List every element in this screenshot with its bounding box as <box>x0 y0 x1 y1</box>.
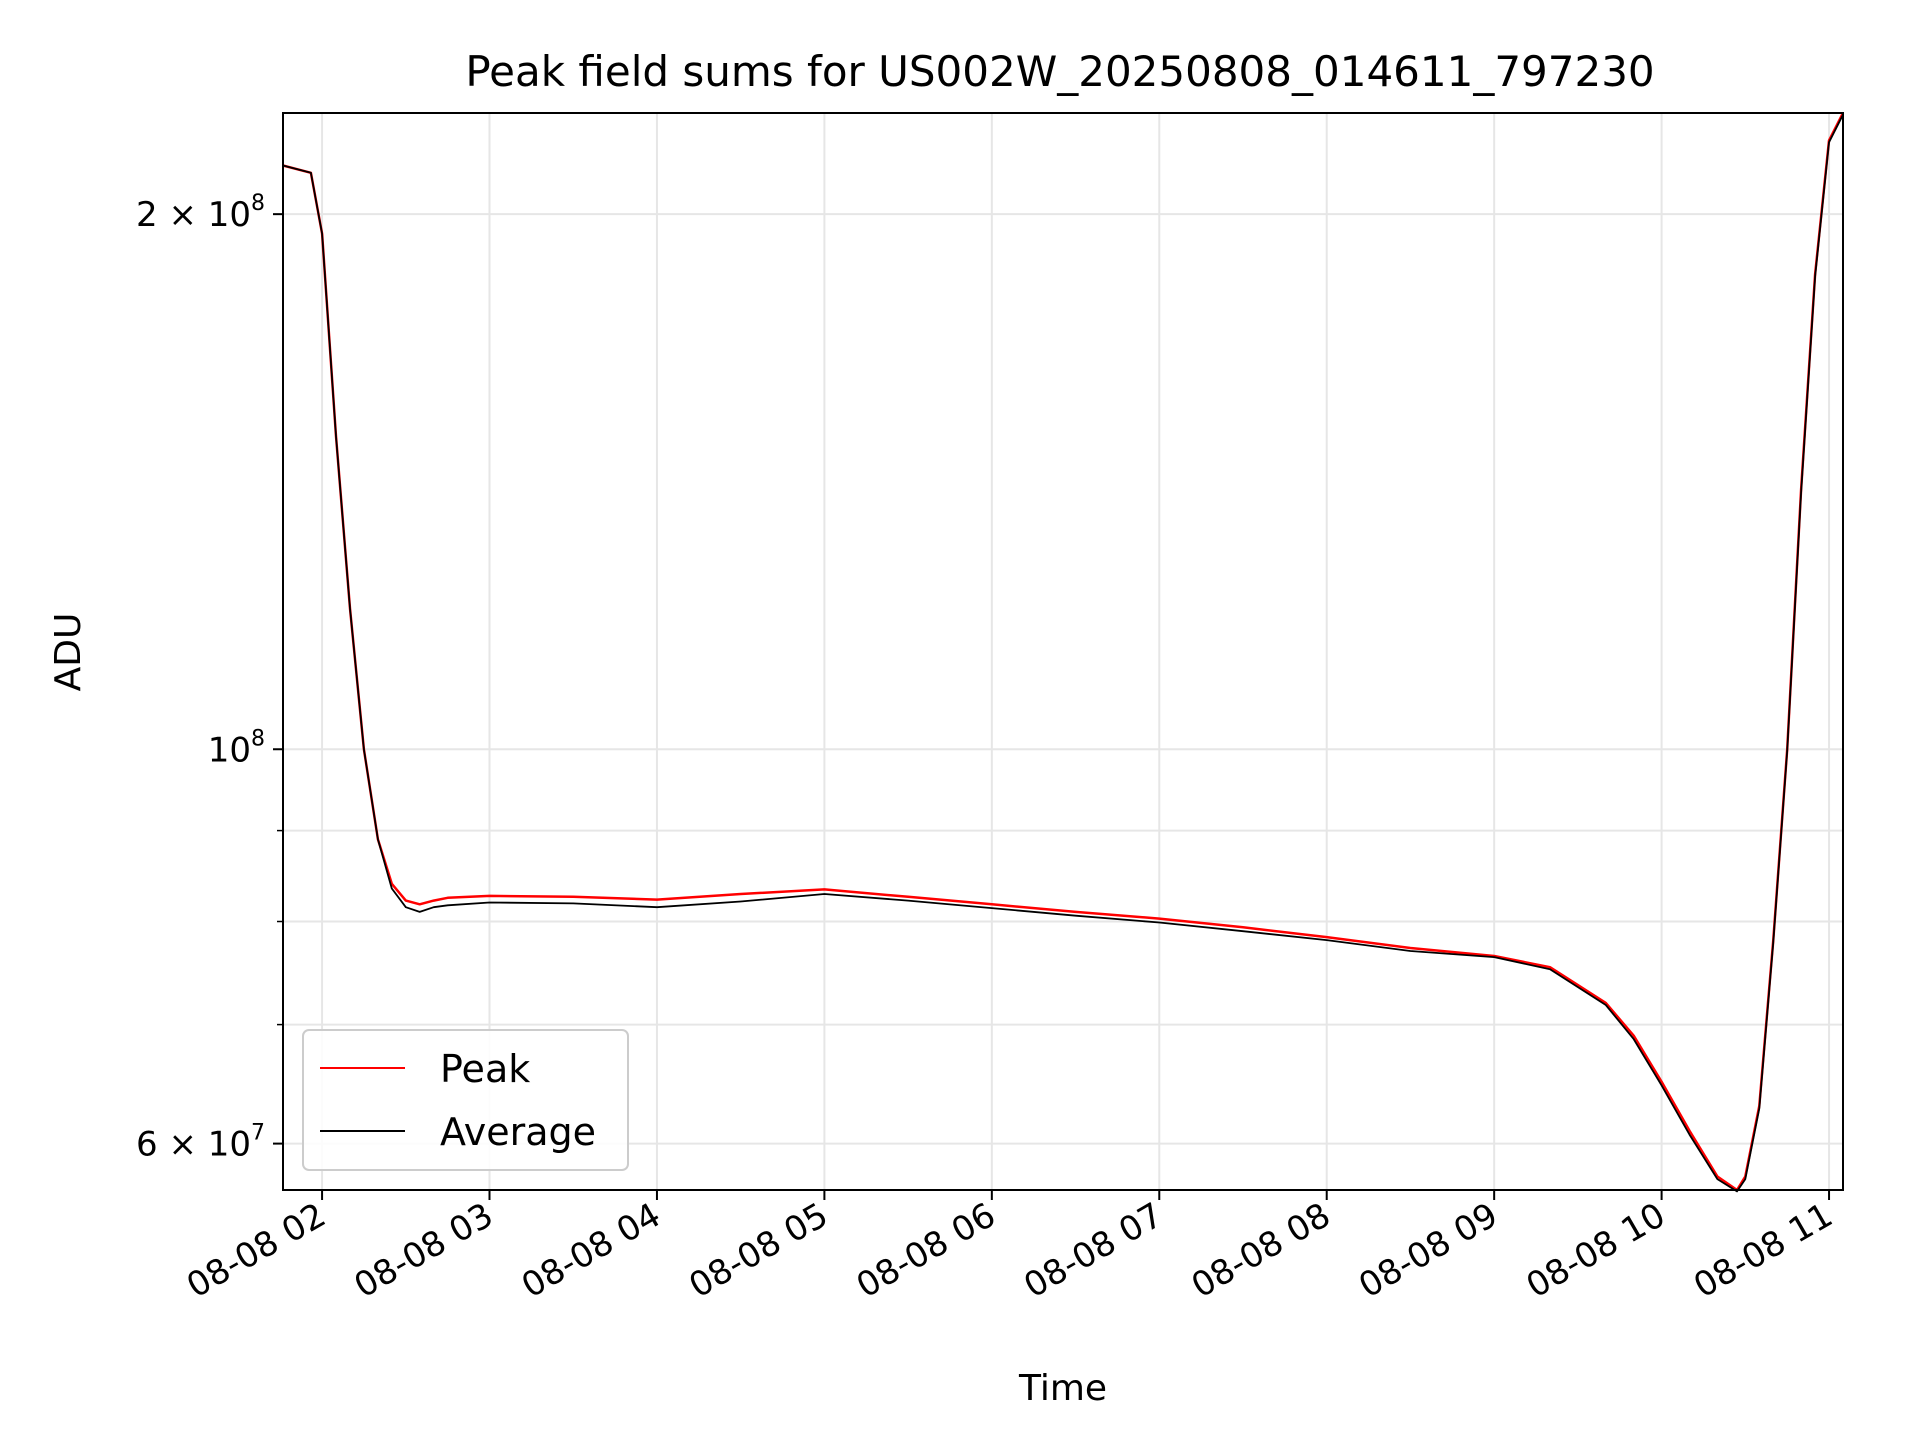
plot-background <box>283 113 1843 1190</box>
y-tick-label: 6 × 107 <box>136 1121 265 1165</box>
chart-title: Peak field sums for US002W_20250808_0146… <box>465 47 1654 96</box>
y-tick-label: 2 × 108 <box>136 191 265 235</box>
legend: Peak Average <box>302 1029 629 1171</box>
y-axis-label: ADU <box>48 613 89 692</box>
legend-label-peak: Peak <box>440 1047 530 1091</box>
plot-area <box>282 112 1845 1193</box>
y-tick-label: 108 <box>208 726 265 770</box>
series-line-average <box>282 114 1844 1193</box>
grid <box>283 113 1843 1190</box>
plot-frame <box>282 112 1844 1191</box>
legend-label-average: Average <box>440 1110 596 1154</box>
legend-box <box>302 1029 629 1171</box>
y-axis: 2 × 108 108 6 × 107 <box>136 191 283 1165</box>
x-axis-label: Time <box>1018 1368 1107 1409</box>
series-group <box>282 112 1845 1193</box>
